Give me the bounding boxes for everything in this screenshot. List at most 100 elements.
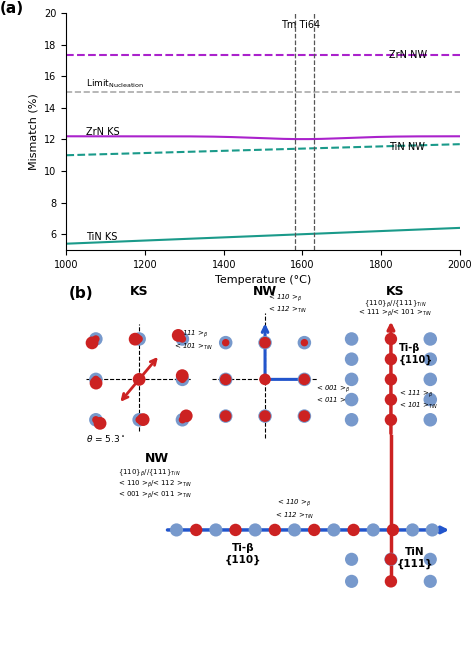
Point — [92, 415, 100, 425]
Text: < 111 >$_{\beta}$
< 101 >$_{TiN}$: < 111 >$_{\beta}$ < 101 >$_{TiN}$ — [399, 388, 438, 411]
Point — [139, 415, 147, 425]
Point — [427, 394, 434, 405]
Point — [348, 374, 356, 385]
Point — [92, 334, 100, 344]
Point — [261, 411, 269, 421]
Text: KS: KS — [385, 285, 404, 298]
Text: < 110 >$_{\beta}$
< 112 >$_{TiN}$: < 110 >$_{\beta}$ < 112 >$_{TiN}$ — [268, 292, 308, 315]
Point — [92, 374, 100, 385]
Text: ZrN NW: ZrN NW — [389, 50, 427, 60]
Point — [92, 374, 100, 385]
Text: < 111 >$_{\beta}$/< 101 >$_{TiN}$: < 111 >$_{\beta}$/< 101 >$_{TiN}$ — [358, 308, 432, 319]
Point — [182, 411, 190, 421]
Point — [261, 337, 269, 348]
Text: < 111 >$_{\beta}$
< 101 >$_{TiN}$: < 111 >$_{\beta}$ < 101 >$_{TiN}$ — [174, 329, 213, 352]
Point — [301, 374, 308, 385]
Text: KS: KS — [130, 285, 148, 298]
Text: < 110 >$_{\beta}$
< 112 >$_{TiN}$: < 110 >$_{\beta}$ < 112 >$_{TiN}$ — [275, 498, 314, 521]
Point — [222, 411, 229, 421]
Point — [136, 334, 143, 344]
Point — [301, 411, 308, 421]
Point — [222, 337, 229, 348]
Text: NW: NW — [253, 285, 277, 298]
Point — [174, 330, 182, 341]
Point — [179, 334, 186, 344]
Point — [179, 415, 186, 425]
Text: < 001 >$_{\beta}$
< 011 >$_{TiN}$: < 001 >$_{\beta}$ < 011 >$_{TiN}$ — [316, 383, 356, 406]
Point — [212, 525, 219, 535]
Point — [348, 394, 356, 405]
Point — [222, 337, 229, 348]
Point — [261, 411, 269, 421]
Point — [387, 576, 395, 587]
Point — [179, 334, 186, 344]
Point — [301, 337, 308, 348]
Point — [301, 337, 308, 348]
Point — [348, 576, 356, 587]
Point — [348, 334, 356, 344]
Point — [387, 554, 395, 564]
Text: TiN KS: TiN KS — [86, 232, 118, 243]
Point — [222, 411, 229, 421]
Point — [222, 411, 229, 421]
Point — [427, 554, 434, 564]
Text: Ti-β
{110}: Ti-β {110} — [399, 343, 433, 364]
Point — [387, 354, 395, 364]
Text: {110}$_{\beta}$//{111}$_{TiN}$: {110}$_{\beta}$//{111}$_{TiN}$ — [364, 299, 426, 310]
Point — [428, 525, 436, 535]
Text: < 001 >$_{\beta}$/< 011 >$_{TiN}$: < 001 >$_{\beta}$/< 011 >$_{TiN}$ — [118, 490, 191, 501]
X-axis label: Temperature (°C): Temperature (°C) — [215, 275, 311, 285]
Point — [301, 411, 308, 421]
Point — [350, 525, 357, 535]
Text: Limit$_{\rm Nucleation}$: Limit$_{\rm Nucleation}$ — [86, 77, 144, 90]
Point — [409, 525, 416, 535]
Point — [387, 415, 395, 425]
Text: $\theta$ = 5.3$^\circ$: $\theta$ = 5.3$^\circ$ — [86, 433, 126, 444]
Point — [92, 415, 100, 425]
Point — [348, 415, 356, 425]
Point — [301, 374, 308, 385]
Point — [261, 337, 269, 348]
Point — [348, 554, 356, 564]
Point — [291, 525, 298, 535]
Point — [369, 525, 377, 535]
Text: (a): (a) — [0, 1, 24, 16]
Point — [427, 415, 434, 425]
Point — [389, 525, 397, 535]
Point — [179, 374, 186, 385]
Text: (b): (b) — [68, 286, 93, 301]
Point — [136, 415, 143, 425]
Point — [88, 337, 96, 348]
Y-axis label: Mismatch (%): Mismatch (%) — [29, 93, 39, 170]
Point — [301, 374, 308, 385]
Text: NW: NW — [145, 452, 169, 465]
Text: < 110 >$_{\beta}$/< 112 >$_{TiN}$: < 110 >$_{\beta}$/< 112 >$_{TiN}$ — [118, 479, 191, 490]
Point — [301, 411, 308, 421]
Point — [427, 576, 434, 587]
Point — [131, 334, 139, 345]
Point — [387, 554, 395, 564]
Point — [232, 525, 239, 535]
Point — [330, 525, 337, 535]
Point — [427, 334, 434, 344]
Point — [136, 334, 143, 344]
Point — [427, 374, 434, 385]
Point — [179, 374, 186, 385]
Point — [136, 374, 143, 385]
Text: Ti-β
{110}: Ti-β {110} — [225, 543, 262, 565]
Point — [222, 374, 229, 385]
Text: Tm Ti64: Tm Ti64 — [281, 20, 320, 30]
Point — [261, 374, 269, 385]
Text: TiN NW: TiN NW — [389, 141, 425, 152]
Point — [387, 334, 395, 344]
Point — [92, 378, 100, 388]
Point — [271, 525, 279, 535]
Point — [251, 525, 259, 535]
Text: ZrN KS: ZrN KS — [86, 128, 119, 137]
Point — [387, 374, 395, 385]
Point — [179, 415, 186, 425]
Point — [92, 334, 100, 344]
Point — [261, 337, 269, 348]
Point — [222, 374, 229, 385]
Point — [178, 370, 186, 381]
